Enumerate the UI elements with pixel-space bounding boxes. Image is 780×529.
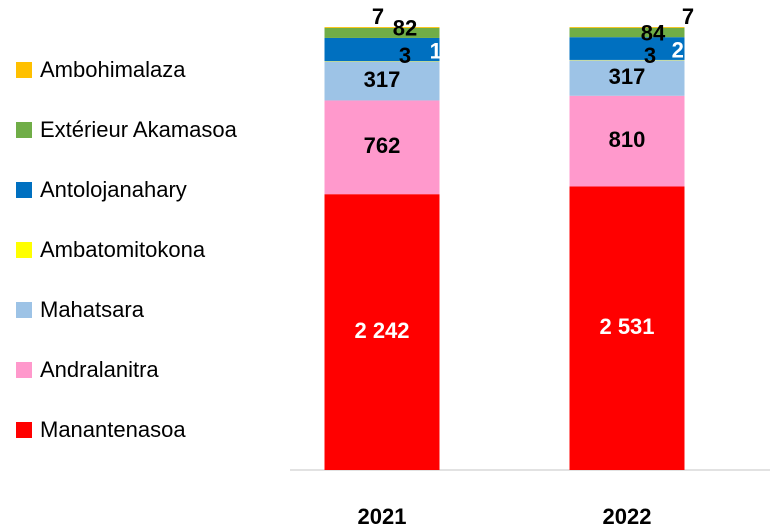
data-label: 810 (609, 127, 646, 152)
legend-label: Ambohimalaza (40, 57, 186, 82)
data-label: 188 (430, 38, 467, 63)
data-label: 7 (372, 4, 384, 29)
x-tick-label: 2022 (603, 504, 652, 529)
data-label: 2 531 (599, 314, 654, 339)
data-label: 82 (393, 16, 417, 41)
data-label: 3 (644, 43, 656, 68)
data-label: 203 (672, 37, 709, 62)
bar-segment (324, 194, 440, 470)
legend-label: Extérieur Akamasoa (40, 117, 238, 142)
bar-segment (569, 27, 685, 38)
legend-swatch (16, 422, 32, 438)
legend-swatch (16, 362, 32, 378)
bar-segment (569, 186, 685, 471)
data-label: 84 (641, 20, 666, 45)
data-label: 317 (364, 67, 401, 92)
bar-segment (324, 27, 440, 28)
data-label: 3 (399, 43, 411, 68)
data-label: 762 (364, 133, 401, 158)
bar-segment (569, 95, 685, 187)
data-label: 7 (682, 4, 694, 29)
bar-segment (324, 61, 440, 101)
legend-swatch (16, 242, 32, 258)
legend-label: Mahatsara (40, 297, 145, 322)
legend-swatch (16, 62, 32, 78)
x-tick-label: 2021 (358, 504, 407, 529)
bar-segment (569, 60, 685, 96)
legend-swatch (16, 182, 32, 198)
legend-swatch (16, 122, 32, 138)
legend-swatch (16, 302, 32, 318)
legend-label: Andralanitra (40, 357, 159, 382)
data-label: 2 242 (354, 318, 409, 343)
data-label: 317 (609, 64, 646, 89)
bar-segment (324, 37, 440, 62)
bar-segment (324, 100, 440, 195)
legend-label: Ambatomitokona (40, 237, 206, 262)
legend-label: Antolojanahary (40, 177, 187, 202)
bar-segment (324, 27, 440, 38)
bar-segment (569, 27, 685, 28)
legend-label: Manantenasoa (40, 417, 186, 442)
bar-segment (569, 37, 685, 60)
